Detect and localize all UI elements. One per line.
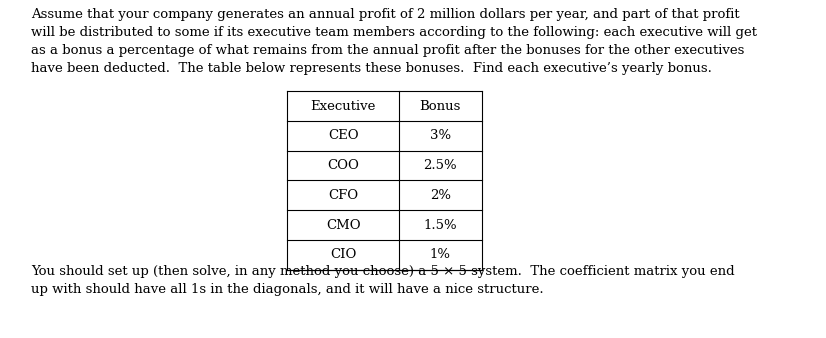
Text: 1.5%: 1.5% (424, 219, 457, 232)
Text: CEO: CEO (328, 129, 358, 142)
Text: Bonus: Bonus (420, 100, 461, 113)
Text: 1%: 1% (430, 248, 451, 261)
Text: CIO: CIO (330, 248, 356, 261)
Text: 3%: 3% (430, 129, 451, 142)
Text: CFO: CFO (328, 189, 358, 202)
Text: 2.5%: 2.5% (424, 159, 457, 172)
Text: 2%: 2% (430, 189, 451, 202)
Text: You should set up (then solve, in any method you choose) a 5 × 5 system.  The co: You should set up (then solve, in any me… (31, 265, 735, 296)
Text: Executive: Executive (311, 100, 376, 113)
Text: COO: COO (327, 159, 359, 172)
Text: CMO: CMO (326, 219, 360, 232)
Text: Assume that your company generates an annual profit of 2 million dollars per yea: Assume that your company generates an an… (31, 8, 757, 75)
